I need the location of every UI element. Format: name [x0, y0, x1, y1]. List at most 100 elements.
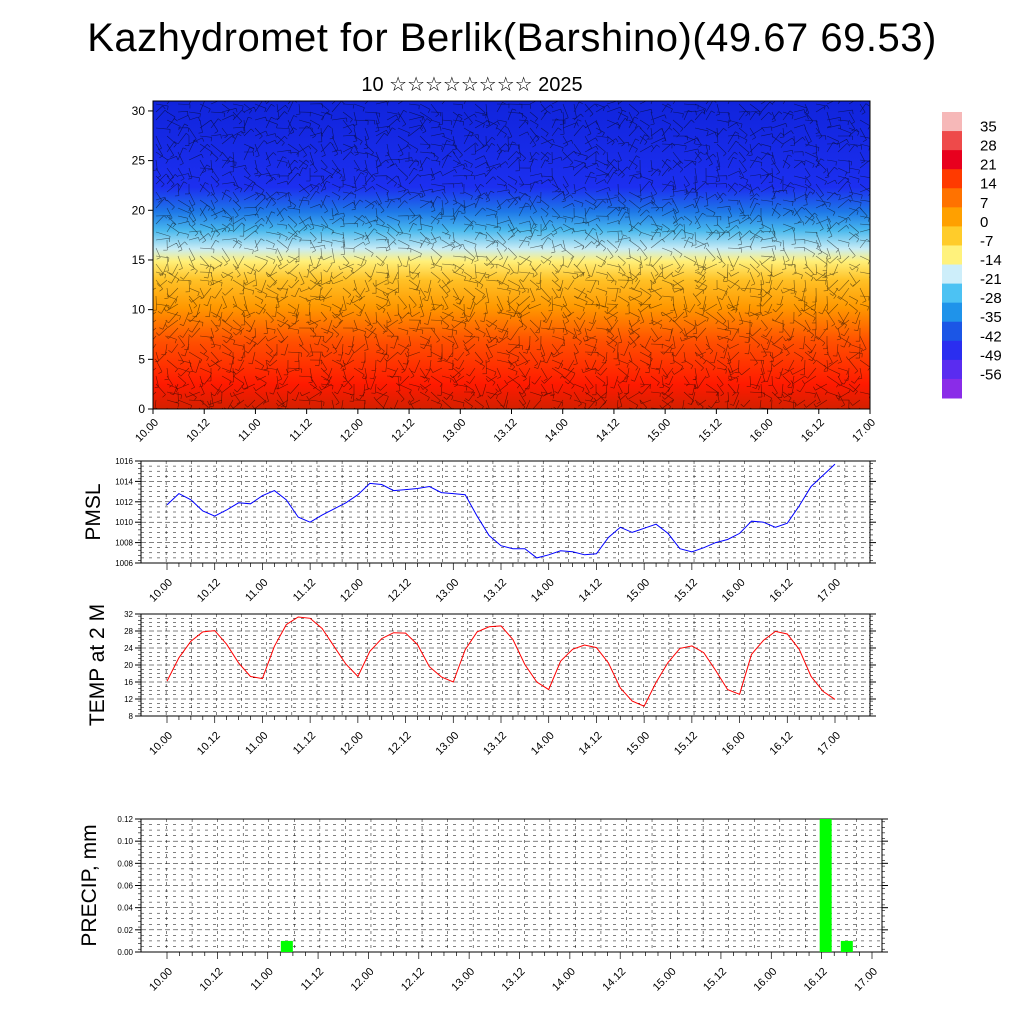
- x-tick-label: 13.00: [440, 417, 468, 445]
- y-axis-title: TEMP at 2 M: [86, 604, 109, 726]
- x-tick-label: 17.00: [815, 577, 843, 605]
- x-tick-label: 16.00: [720, 730, 748, 758]
- x-tick-label: 16.12: [799, 417, 827, 445]
- x-tick-label: 15.00: [651, 966, 679, 994]
- y-tick-label: 1012: [115, 498, 133, 507]
- x-tick-label: 16.00: [748, 417, 776, 445]
- colorbar-label: 28: [980, 138, 997, 155]
- colorbar-cell: [942, 264, 962, 285]
- y-tick-label: 1016: [115, 457, 133, 466]
- x-tick-label: 11.00: [243, 730, 270, 757]
- precip-bar: [840, 940, 853, 952]
- colorbar-cell: [942, 150, 962, 170]
- colorbar-cell: [942, 188, 962, 208]
- x-tick-label: 11.12: [287, 417, 314, 444]
- y-tick-label: 1006: [115, 559, 133, 568]
- y-tick-label: 32: [124, 610, 133, 619]
- x-tick-label: 14.12: [577, 730, 605, 758]
- y-tick-label: 24: [124, 644, 133, 653]
- x-tick-label: 14.00: [529, 577, 557, 605]
- colorbar-label: -14: [980, 252, 1002, 269]
- x-tick-label: 15.12: [701, 966, 729, 994]
- x-tick-label: 10.12: [195, 577, 223, 605]
- y-tick-label: 0.04: [117, 904, 133, 913]
- y-tick-label: 20: [132, 203, 146, 217]
- y-tick-label: 1014: [115, 477, 133, 486]
- y-tick-label: 25: [132, 154, 146, 168]
- x-tick-label: 11.00: [243, 577, 270, 604]
- y-tick-label: 1010: [115, 518, 133, 527]
- x-tick-label: 15.12: [672, 730, 700, 758]
- y-tick-label: 8: [129, 712, 134, 721]
- x-tick-label: 14.00: [550, 966, 578, 994]
- x-tick-label: 15.12: [672, 577, 700, 605]
- wind-barb-field: [153, 101, 870, 409]
- x-tick-label: 10.00: [147, 966, 175, 994]
- x-tick-label: 16.00: [720, 577, 748, 605]
- colorbar-cell: [942, 359, 962, 380]
- y-tick-label: 28: [124, 627, 133, 636]
- x-tick-label: 11.12: [291, 730, 318, 757]
- colorbar-label: 14: [980, 176, 997, 193]
- heatmap-x-axis: 10.00 10.12 11.00 11.12 12.00 12.12 13.00 13.12…: [133, 409, 878, 445]
- heatmap-field: [153, 101, 870, 409]
- colorbar: 35 28 21 14 7 0 -7 -14 -21 -28 -35 -42 -49 -56: [942, 112, 1002, 399]
- x-tick-label: 10.12: [184, 417, 212, 445]
- x-tick-label: 13.12: [500, 966, 528, 994]
- x-tick-label: 12.12: [386, 730, 414, 758]
- x-tick-label: 12.00: [338, 417, 366, 445]
- colorbar-cell: [942, 245, 962, 266]
- y-tick-label: 0.10: [117, 837, 133, 846]
- y-tick-label: 5: [138, 352, 145, 366]
- x-tick-label: 12.00: [338, 730, 366, 758]
- colorbar-label: -56: [980, 366, 1002, 383]
- y-tick-label: 16: [124, 678, 133, 687]
- x-tick-label: 11.00: [248, 966, 275, 993]
- colorbar-label: 0: [980, 214, 988, 231]
- colorbar-label: -21: [980, 271, 1002, 288]
- x-tick-label: 14.00: [543, 417, 571, 445]
- x-tick-label: 10.00: [133, 417, 161, 445]
- y-tick-label: 0.00: [117, 948, 133, 957]
- temp-series-line: [166, 616, 836, 707]
- x-tick-label: 13.00: [433, 730, 461, 758]
- x-tick-label: 15.00: [624, 730, 652, 758]
- colorbar-label: -28: [980, 290, 1002, 307]
- y-tick-label: 12: [124, 695, 133, 704]
- x-tick-label: 16.12: [767, 577, 795, 605]
- temp-panel: 8 12 16 20 24 28 32 10.00 10.12 11.00 11.12 12.00 12…: [86, 604, 876, 758]
- y-tick-label: 15: [132, 253, 146, 267]
- colorbar-label: 21: [980, 157, 997, 174]
- x-tick-label: 14.12: [600, 966, 628, 994]
- x-tick-label: 10.12: [198, 966, 226, 994]
- colorbar-cell: [942, 378, 962, 399]
- x-tick-label: 12.12: [389, 417, 417, 445]
- y-tick-label: 0.08: [117, 859, 133, 868]
- x-tick-label: 16.12: [767, 730, 795, 758]
- x-tick-label: 13.00: [433, 577, 461, 605]
- x-tick-label: 11.00: [236, 417, 263, 444]
- page-subtitle: 10 ☆☆☆☆☆☆☆☆ 2025: [361, 74, 583, 96]
- x-tick-label: 17.00: [850, 417, 878, 445]
- colorbar-label: -49: [980, 347, 1002, 364]
- precip-bar: [280, 940, 293, 952]
- x-tick-label: 15.00: [624, 577, 652, 605]
- colorbar-cell: [942, 112, 962, 132]
- y-tick-label: 0.06: [117, 882, 133, 891]
- x-tick-label: 10.00: [147, 577, 175, 605]
- colorbar-label: 7: [980, 195, 988, 212]
- x-tick-label: 12.12: [399, 966, 427, 994]
- x-tick-label: 16.12: [802, 966, 830, 994]
- x-tick-label: 14.12: [594, 417, 622, 445]
- colorbar-cell: [942, 302, 962, 323]
- panel-frame: [140, 460, 871, 564]
- x-tick-label: 10.12: [195, 730, 223, 758]
- page-title: Kazhydromet for Berlik(Barshino)(49.67 6…: [87, 16, 937, 60]
- x-tick-label: 13.12: [492, 417, 520, 445]
- x-tick-label: 13.12: [481, 730, 509, 758]
- y-tick-label: 10: [132, 303, 146, 317]
- x-tick-label: 16.00: [751, 966, 779, 994]
- x-tick-label: 10.00: [147, 730, 175, 758]
- colorbar-cell: [942, 226, 962, 246]
